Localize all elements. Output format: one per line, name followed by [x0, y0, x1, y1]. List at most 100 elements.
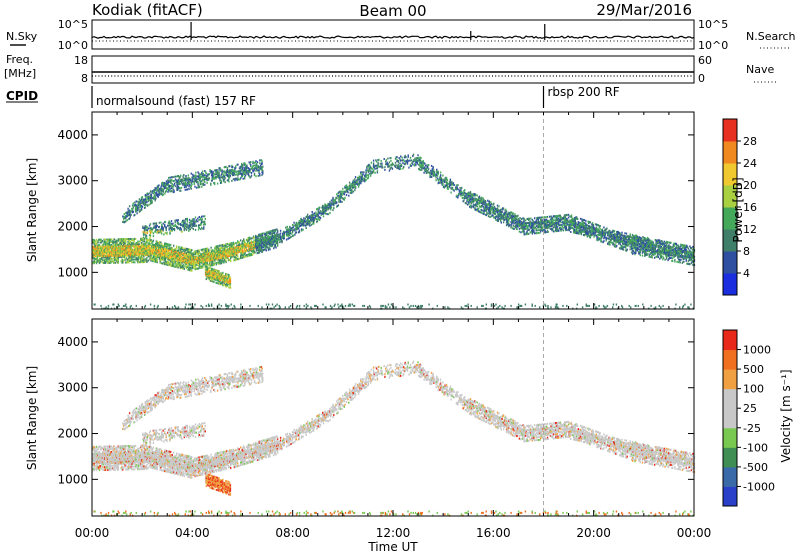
power-cell: [489, 213, 491, 216]
power-cell: [385, 159, 388, 162]
power-cell: [121, 249, 123, 252]
power-cell: [144, 243, 147, 246]
power-cell: [296, 224, 298, 227]
power-cell: [556, 230, 558, 232]
power-cell: [166, 260, 168, 263]
power-cell: [259, 234, 261, 237]
power-cell: [260, 244, 262, 247]
power-cell: [306, 222, 308, 225]
power-cell: [644, 255, 646, 257]
power-cell: [217, 249, 220, 252]
power-cell: [517, 214, 519, 217]
power-cell: [509, 212, 511, 215]
power-cell: [478, 210, 480, 213]
power-cell: [207, 259, 209, 262]
power-cell: [419, 169, 421, 171]
power-cell: [634, 247, 636, 250]
power-cell: [226, 255, 229, 258]
power-cell: [146, 254, 149, 257]
power-cell: [95, 242, 98, 245]
power-cell: [441, 180, 443, 183]
power-cell: [558, 221, 560, 224]
power-cell: [106, 259, 108, 262]
power-cell: [205, 263, 207, 265]
power-cell: [646, 238, 648, 241]
power-cell: [168, 243, 170, 246]
power-cell: [376, 171, 379, 174]
power-cell: [199, 261, 201, 264]
power-cell: [93, 256, 95, 259]
power-cell: [190, 261, 192, 264]
power-cell: [505, 211, 507, 214]
power-cell: [533, 225, 535, 228]
power-cell: [639, 254, 641, 257]
power-cell: [607, 241, 610, 244]
power-cell: [175, 265, 177, 268]
power-cell: [199, 257, 202, 260]
power-cell: [229, 249, 231, 252]
power-cell: [484, 206, 487, 209]
power-cell: [383, 158, 385, 160]
power-cell: [149, 244, 151, 247]
power-cell: [158, 254, 161, 257]
power-cell: [314, 214, 316, 217]
power-cell: [210, 246, 212, 249]
power-cell: [194, 253, 196, 255]
power-cell: [560, 229, 562, 232]
power-cell: [581, 226, 583, 229]
power-cell: [240, 247, 243, 250]
power-cell: [104, 249, 106, 252]
power-cell: [187, 259, 189, 262]
power-cell: [287, 237, 289, 240]
power-cell: [482, 201, 484, 204]
power-cell: [379, 165, 382, 168]
power-cell: [148, 248, 150, 251]
power-cell: [238, 245, 240, 248]
power-cell: [220, 262, 223, 265]
power-cell: [191, 267, 194, 270]
power-cell: [282, 232, 285, 235]
power-cell: [546, 218, 548, 221]
power-cell: [222, 256, 224, 259]
power-cell: [226, 251, 229, 254]
power-cell: [252, 253, 254, 256]
power-cell: [259, 233, 261, 236]
power-cell: [128, 250, 131, 253]
power-cell: [132, 242, 134, 245]
power-cell: [554, 223, 556, 226]
power-cell: [299, 222, 301, 225]
power-cell: [197, 256, 199, 259]
power-cell: [357, 185, 360, 188]
power-cell: [105, 249, 107, 252]
power-cell: [654, 247, 656, 250]
power-cell: [255, 249, 258, 252]
power-cell: [309, 215, 311, 218]
power-cell: [288, 232, 291, 235]
power-cell: [220, 261, 222, 263]
power-cell: [534, 232, 536, 235]
power-cell: [650, 243, 652, 246]
power-cell: [504, 209, 506, 212]
power-cell: [102, 245, 104, 248]
power-cell: [125, 254, 127, 257]
power-cell: [507, 222, 509, 225]
power-cell: [270, 241, 273, 243]
power-cell: [135, 246, 137, 249]
power-cell: [336, 193, 338, 196]
power-cell: [257, 241, 259, 243]
power-cell: [265, 231, 267, 234]
power-cell: [566, 219, 568, 222]
power-cell: [439, 174, 442, 177]
power-cell: [176, 255, 178, 257]
power-cell: [381, 166, 383, 169]
power-cell: [484, 202, 487, 205]
power-cell: [150, 259, 152, 262]
power-cell: [407, 154, 409, 157]
power-cell: [166, 248, 168, 251]
power-cell: [117, 257, 119, 260]
power-cell: [446, 183, 449, 186]
power-cell: [170, 251, 173, 253]
power-cell: [159, 260, 161, 263]
power-cell: [206, 248, 208, 251]
power-cell: [163, 262, 165, 265]
